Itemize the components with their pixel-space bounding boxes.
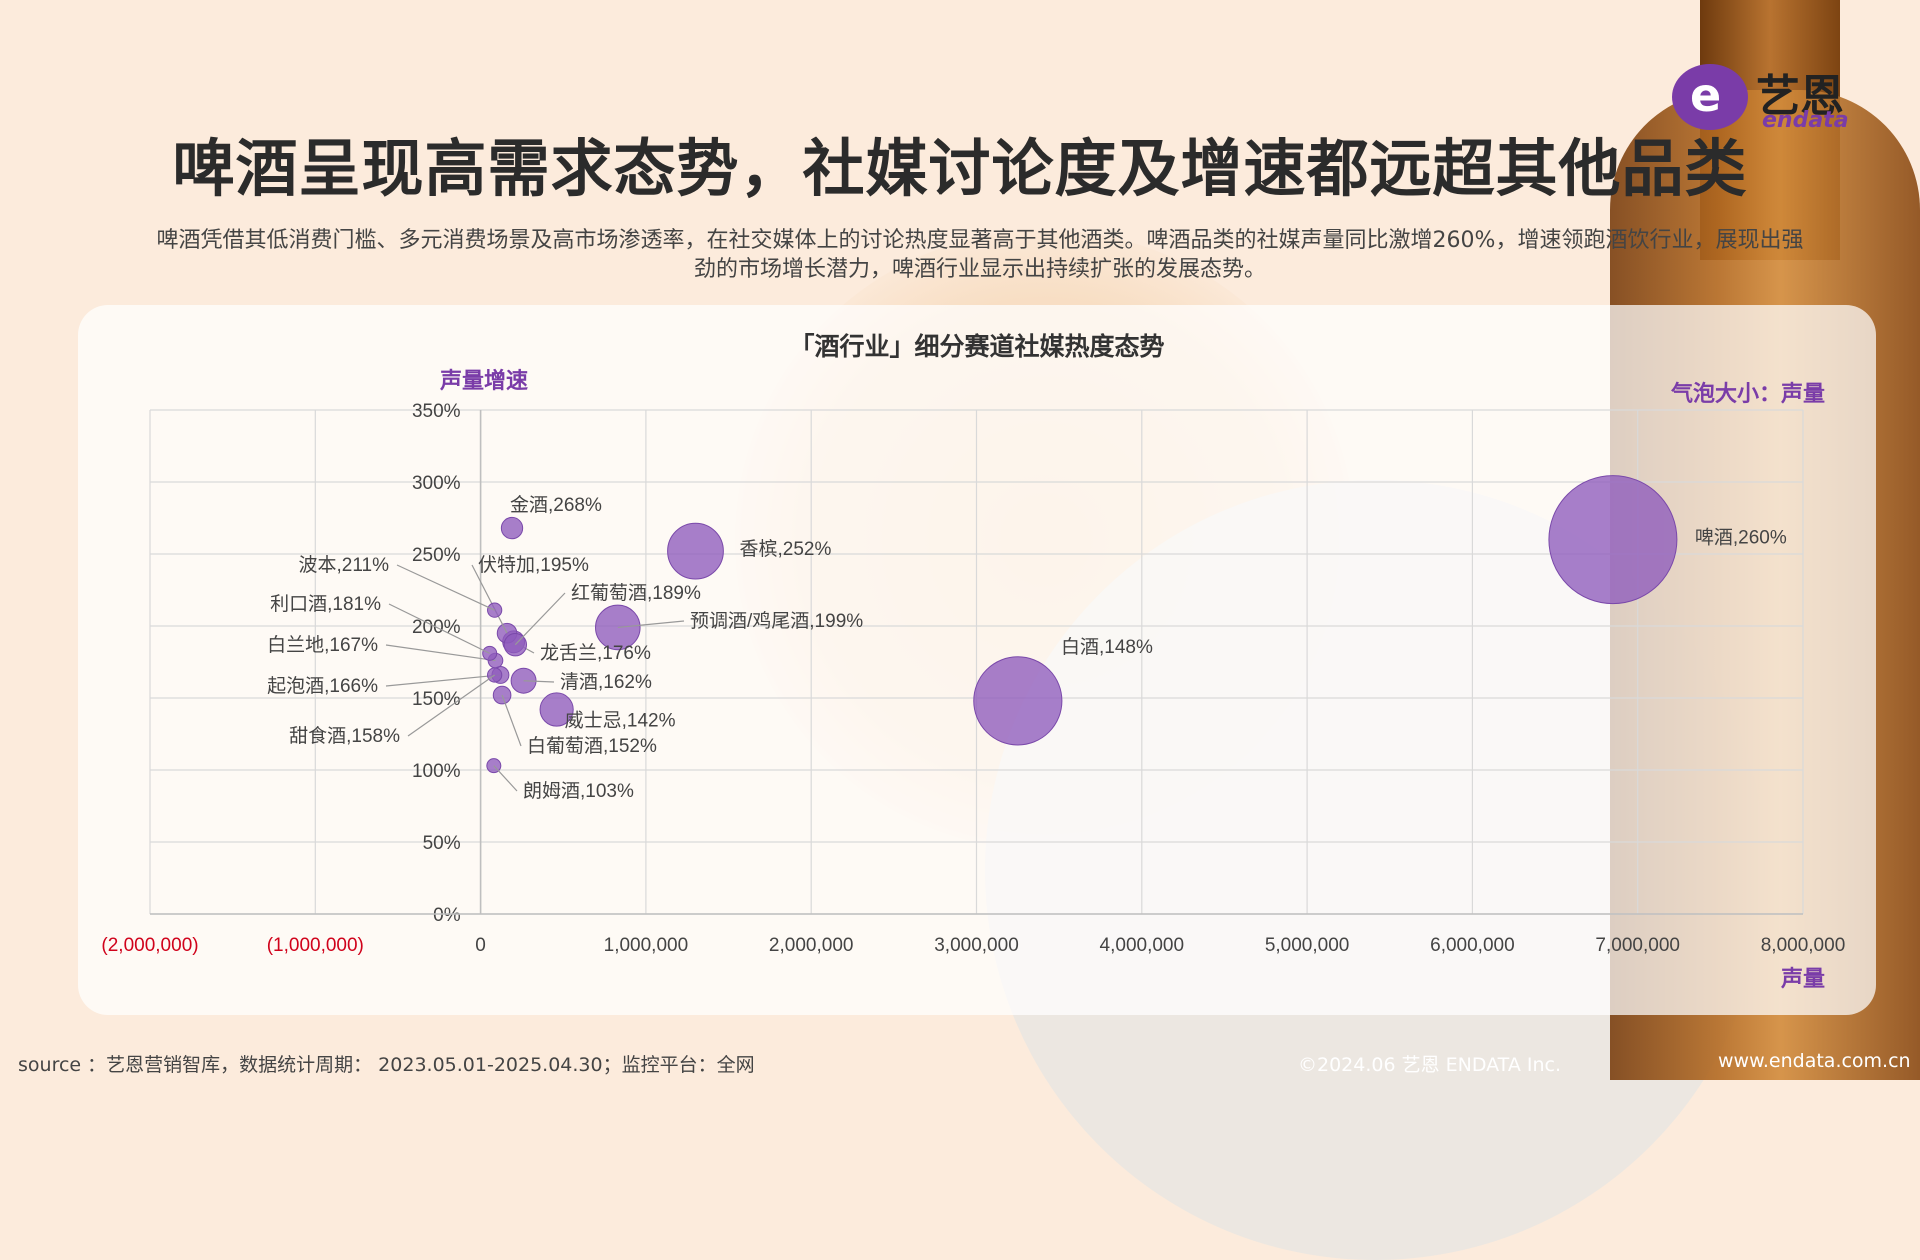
data-label: 金酒,268% — [510, 494, 602, 516]
data-label: 起泡酒,166% — [267, 675, 378, 697]
bubble-6 — [500, 516, 524, 540]
x-tick-label: 3,000,000 — [934, 935, 1019, 956]
bubble-14 — [487, 667, 503, 683]
x-tick-label: 6,000,000 — [1430, 935, 1515, 956]
data-label: 利口酒,181% — [270, 593, 381, 615]
data-label: 波本,211% — [299, 554, 390, 576]
y-tick-label: 0% — [433, 905, 461, 926]
chart-panel: 「酒行业」细分赛道社媒热度态势声量增速气泡大小：声量声量 (2,000,000) (… — [78, 305, 1876, 1015]
logo-en-text: endata — [1762, 108, 1849, 133]
logo-mark — [1672, 64, 1748, 130]
y-tick-label: 350% — [412, 401, 461, 422]
y-tick-label: 150% — [412, 689, 461, 710]
data-label: 龙舌兰,176% — [540, 642, 651, 664]
leader-line — [514, 592, 566, 646]
y-tick-label: 100% — [412, 761, 461, 782]
bubble-1 — [1548, 475, 1678, 605]
x-axis-label: 声量 — [1780, 966, 1825, 991]
y-tick-label: 300% — [412, 473, 461, 494]
data-label: 白兰地,167% — [267, 634, 378, 656]
leader-line — [388, 603, 490, 654]
bubble-16 — [487, 602, 503, 618]
bubble-3 — [667, 522, 724, 580]
x-tick-label: 2,000,000 — [769, 935, 854, 956]
x-tick-label: 7,000,000 — [1595, 935, 1680, 956]
data-label: 预调酒/鸡尾酒,199% — [690, 610, 863, 632]
data-label: 朗姆酒,103% — [523, 780, 634, 802]
data-label: 红葡萄酒,189% — [571, 582, 701, 604]
bubble-2 — [973, 656, 1063, 746]
page-title: 啤酒呈现高需求态势，社媒讨论度及增速都远超其他品类 — [172, 132, 1748, 205]
logo-cn-text: 艺恩 — [1756, 71, 1844, 122]
x-tick-label: 1,000,000 — [604, 935, 689, 956]
page-subtitle: 啤酒凭借其低消费门槛、多元消费场景及高市场渗透率，在社交媒体上的讨论热度显著高于… — [156, 228, 1804, 282]
data-label: 白葡萄酒,152% — [527, 735, 657, 757]
x-tick-label: 4,000,000 — [1100, 935, 1185, 956]
x-tick-label: (2,000,000) — [101, 935, 198, 956]
endata-logo: e 艺恩 endata — [1672, 58, 1868, 134]
x-tick-label: 0 — [475, 935, 486, 956]
data-label: 清酒,162% — [560, 671, 652, 693]
leader-line — [385, 644, 496, 662]
bubble-5 — [539, 692, 574, 727]
leader-line — [501, 694, 522, 747]
leader-line — [523, 680, 555, 683]
data-label: 甜食酒,158% — [289, 725, 400, 747]
leader-line — [396, 564, 495, 611]
data-label: 白酒,148% — [1061, 636, 1153, 658]
footer-copyright: ©2024.06 艺恩 ENDATA Inc. — [1298, 1054, 1561, 1076]
y-tick-label: 50% — [423, 833, 461, 854]
leader-line — [407, 674, 495, 737]
x-tick-label: 8,000,000 — [1761, 935, 1846, 956]
chart-title: 「酒行业」细分赛道社媒热度态势 — [789, 332, 1164, 361]
leader-line — [617, 620, 685, 629]
y-axis-label: 声量增速 — [439, 368, 528, 393]
bubble-size-label: 气泡大小：声量 — [1670, 381, 1825, 406]
logo-glyph: e — [1690, 68, 1722, 122]
footer-source: source ：艺恩营销智库，数据统计周期： 2023.05.01-2025.0… — [18, 1054, 755, 1076]
data-label: 伏特加,195% — [478, 554, 589, 576]
y-tick-label: 250% — [412, 545, 461, 566]
data-label: 香槟,252% — [739, 538, 831, 560]
leader-line — [493, 765, 518, 792]
leader-line — [385, 674, 501, 687]
footer-website: www.endata.com.cn — [1718, 1050, 1911, 1072]
x-tick-label: 5,000,000 — [1265, 935, 1350, 956]
data-label: 威士忌,142% — [565, 710, 676, 732]
data-label: 啤酒,260% — [1695, 527, 1787, 549]
x-tick-label: (1,000,000) — [267, 935, 364, 956]
leader-line — [471, 564, 508, 634]
